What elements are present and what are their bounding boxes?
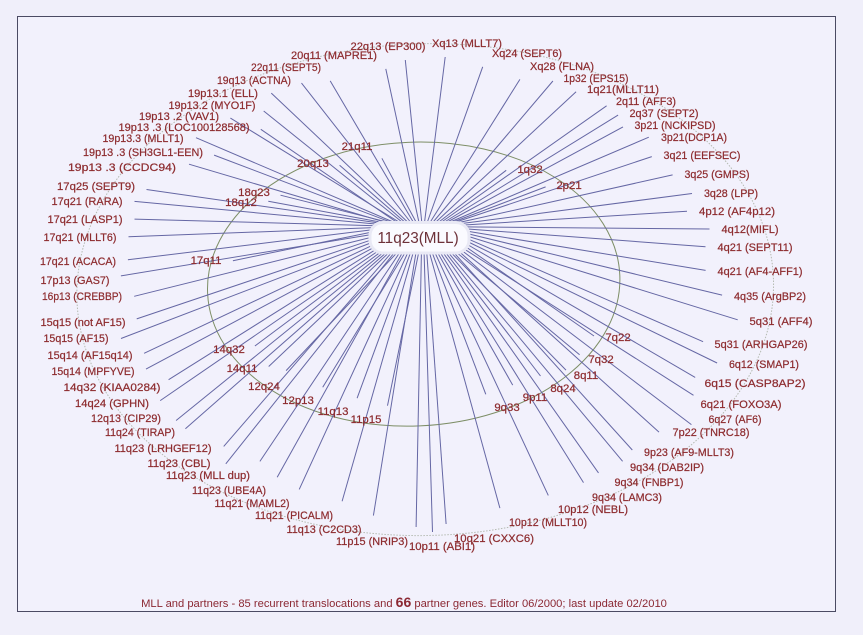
svg-text:17q21 (ACACA): 17q21 (ACACA) <box>40 256 116 268</box>
svg-text:6q12 (SMAP1): 6q12 (SMAP1) <box>729 359 799 371</box>
svg-text:Xq24 (SEPT6): Xq24 (SEPT6) <box>492 48 562 60</box>
svg-text:4q35 (ArgBP2): 4q35 (ArgBP2) <box>734 291 806 303</box>
svg-text:19p13.1 (ELL): 19p13.1 (ELL) <box>188 88 258 100</box>
svg-text:5q31 (AFF4): 5q31 (AFF4) <box>750 316 813 328</box>
svg-text:11q23 (LRHGEF12): 11q23 (LRHGEF12) <box>115 443 212 455</box>
svg-text:4q12(MIFL): 4q12(MIFL) <box>722 224 779 236</box>
svg-text:1q21(MLLT11): 1q21(MLLT11) <box>587 84 659 96</box>
svg-text:11p15: 11p15 <box>351 414 382 426</box>
svg-text:7q22: 7q22 <box>605 332 630 344</box>
svg-text:4p12 (AF4p12): 4p12 (AF4p12) <box>699 206 775 218</box>
svg-text:3p21(DCP1A): 3p21(DCP1A) <box>661 132 727 144</box>
svg-text:1q32: 1q32 <box>517 164 542 176</box>
svg-text:15q15 (not AF15): 15q15 (not AF15) <box>41 317 126 329</box>
svg-text:11q23 (MLL dup): 11q23 (MLL dup) <box>166 470 250 482</box>
svg-text:11q23(MLL): 11q23(MLL) <box>377 230 458 247</box>
svg-text:11q21 (MAML2): 11q21 (MAML2) <box>215 498 290 510</box>
svg-text:15q14 (AF15q14): 15q14 (AF15q14) <box>48 350 133 362</box>
svg-text:18q23: 18q23 <box>238 187 270 199</box>
svg-text:19p13 .2 (VAV1): 19p13 .2 (VAV1) <box>139 111 219 123</box>
svg-text:15q15 (AF15): 15q15 (AF15) <box>44 333 109 345</box>
svg-text:Xq28 (FLNA): Xq28 (FLNA) <box>530 61 594 73</box>
svg-text:5q31 (ARHGAP26): 5q31 (ARHGAP26) <box>715 339 808 351</box>
svg-text:14q32: 14q32 <box>213 344 245 356</box>
svg-text:22q13 (EP300): 22q13 (EP300) <box>351 41 426 53</box>
svg-text:11q23 (CBL): 11q23 (CBL) <box>148 458 211 470</box>
svg-text:10q21 (CXXC6): 10q21 (CXXC6) <box>454 533 534 545</box>
svg-text:20q13: 20q13 <box>297 158 329 170</box>
svg-text:10p11 (ABI1): 10p11 (ABI1) <box>409 541 475 553</box>
svg-text:16p13 (CREBBP): 16p13 (CREBBP) <box>42 291 122 303</box>
svg-text:11q13: 11q13 <box>318 406 349 418</box>
svg-text:17q25 (SEPT9): 17q25 (SEPT9) <box>57 181 135 193</box>
svg-text:2p21: 2p21 <box>556 180 581 192</box>
svg-text:MLL and partners - 85 recurren: MLL and partners - 85 recurrent transloc… <box>141 594 667 610</box>
svg-text:8q24: 8q24 <box>550 383 575 395</box>
svg-text:7q32: 7q32 <box>588 354 613 366</box>
svg-text:14q11: 14q11 <box>227 363 258 375</box>
svg-text:9q33: 9q33 <box>494 402 519 414</box>
svg-text:11q24 (TIRAP): 11q24 (TIRAP) <box>105 427 175 439</box>
svg-text:10p12 (MLLT10): 10p12 (MLLT10) <box>509 517 587 529</box>
svg-text:22q11 (SEPT5): 22q11 (SEPT5) <box>251 62 321 74</box>
svg-text:6q21 (FOXO3A): 6q21 (FOXO3A) <box>701 399 782 411</box>
svg-text:10p12 (NEBL): 10p12 (NEBL) <box>558 504 628 516</box>
svg-text:7p22 (TNRC18): 7p22 (TNRC18) <box>673 427 750 439</box>
svg-text:8q11: 8q11 <box>574 370 599 382</box>
svg-text:9q34 (FNBP1): 9q34 (FNBP1) <box>615 477 684 489</box>
svg-text:9p23 (AF9-MLLT3): 9p23 (AF9-MLLT3) <box>644 447 734 459</box>
svg-text:19p13 .3 (SH3GL1-EEN): 19p13 .3 (SH3GL1-EEN) <box>83 147 203 159</box>
svg-text:12q13 (CIP29): 12q13 (CIP29) <box>91 413 161 425</box>
svg-text:11q13 (C2CD3): 11q13 (C2CD3) <box>287 524 362 536</box>
svg-text:19p13.2 (MYO1F): 19p13.2 (MYO1F) <box>169 100 256 112</box>
svg-text:3q21 (EEFSEC): 3q21 (EEFSEC) <box>664 150 741 162</box>
svg-text:12q24: 12q24 <box>248 381 280 393</box>
svg-text:17q21 (MLLT6): 17q21 (MLLT6) <box>44 232 117 244</box>
svg-text:9q34 (DAB2IP): 9q34 (DAB2IP) <box>630 462 704 474</box>
svg-text:11p15 (NRIP3): 11p15 (NRIP3) <box>336 536 408 548</box>
svg-text:1p32 (EPS15): 1p32 (EPS15) <box>564 73 629 85</box>
svg-text:14q24 (GPHN): 14q24 (GPHN) <box>75 398 149 410</box>
svg-text:4q21 (SEPT11): 4q21 (SEPT11) <box>718 242 793 254</box>
svg-text:19q13 (ACTNA): 19q13 (ACTNA) <box>217 75 291 87</box>
svg-text:17q21 (LASP1): 17q21 (LASP1) <box>48 214 123 226</box>
svg-text:17q21 (RARA): 17q21 (RARA) <box>52 196 123 208</box>
svg-text:12p13: 12p13 <box>282 395 314 407</box>
svg-text:6q27 (AF6): 6q27 (AF6) <box>709 414 762 426</box>
svg-text:3p21 (NCKIPSD): 3p21 (NCKIPSD) <box>635 120 716 132</box>
svg-text:15q14 (MPFYVE): 15q14 (MPFYVE) <box>52 366 135 378</box>
svg-text:Xq13 (MLLT7): Xq13 (MLLT7) <box>432 38 502 50</box>
svg-text:20q11 (MAPRE1): 20q11 (MAPRE1) <box>291 50 377 62</box>
svg-text:17q11: 17q11 <box>191 255 222 267</box>
svg-text:3q25 (GMPS): 3q25 (GMPS) <box>685 169 750 181</box>
svg-text:11q23 (UBE4A): 11q23 (UBE4A) <box>192 485 266 497</box>
svg-text:2q11 (AFF3): 2q11 (AFF3) <box>616 96 676 108</box>
svg-text:19p13.3 (MLLT1): 19p13.3 (MLLT1) <box>103 133 184 145</box>
svg-text:11q21 (PICALM): 11q21 (PICALM) <box>255 510 333 522</box>
svg-text:21q11: 21q11 <box>342 141 373 153</box>
svg-text:2q37 (SEPT2): 2q37 (SEPT2) <box>630 108 699 120</box>
svg-text:17p13 (GAS7): 17p13 (GAS7) <box>41 275 110 287</box>
svg-text:9p11: 9p11 <box>523 392 548 404</box>
svg-text:18q12: 18q12 <box>225 197 257 209</box>
svg-text:4q21 (AF4-AFF1): 4q21 (AF4-AFF1) <box>718 266 803 278</box>
svg-text:19p13 .3 (LOC100128568): 19p13 .3 (LOC100128568) <box>119 122 250 134</box>
svg-text:6q15 (CASP8AP2): 6q15 (CASP8AP2) <box>705 378 806 390</box>
svg-text:3q28 (LPP): 3q28 (LPP) <box>704 188 758 200</box>
svg-text:14q32 (KIAA0284): 14q32 (KIAA0284) <box>64 382 161 394</box>
svg-text:9q34 (LAMC3): 9q34 (LAMC3) <box>592 492 662 504</box>
svg-text:19p13 .3 (CCDC94): 19p13 .3 (CCDC94) <box>68 162 176 174</box>
